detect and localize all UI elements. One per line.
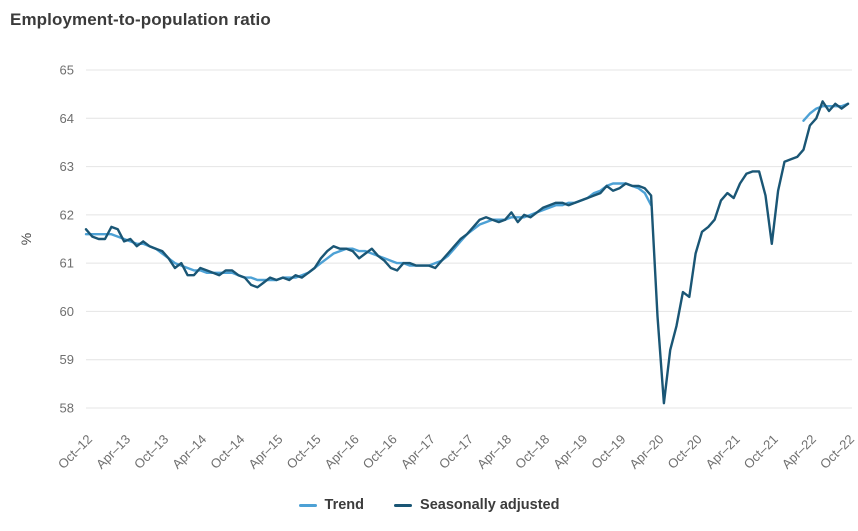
x-tick-label: Apr–17 (398, 432, 438, 472)
x-tick-label: Apr–22 (779, 432, 819, 472)
series-layer (84, 100, 850, 405)
legend-item-seasonally-adjusted[interactable]: Seasonally adjusted (394, 497, 559, 513)
x-tick-label: Oct–20 (664, 432, 704, 472)
x-tick-label: Oct–18 (512, 432, 552, 472)
x-tick-label: Oct–16 (360, 432, 400, 472)
x-tick-label: Apr–21 (703, 432, 743, 472)
y-tick-label: 60 (60, 304, 74, 319)
x-tick-label: Apr–14 (169, 432, 209, 472)
chart-legend: Trend Seasonally adjusted (0, 497, 858, 513)
y-axis-labels: 58 59 60 61 62 63 64 65 (60, 63, 74, 416)
x-tick-label: Apr–13 (93, 432, 133, 472)
x-axis-labels: Oct–12Apr–13Oct–13Apr–14Oct–14Apr–15Oct–… (55, 432, 857, 472)
chart-title: Employment-to-population ratio (10, 10, 271, 29)
y-axis-unit-label: % (18, 233, 34, 245)
x-tick-label: Oct–14 (207, 432, 247, 472)
x-tick-label: Oct–21 (741, 432, 781, 472)
y-tick-label: 59 (60, 352, 74, 367)
x-tick-label: Oct–19 (588, 432, 628, 472)
series-line-trend (84, 102, 850, 282)
grid-layer (86, 69, 852, 409)
x-tick-label: Oct–12 (55, 432, 95, 472)
y-tick-label: 58 (60, 401, 74, 416)
x-tick-label: Apr–20 (626, 432, 666, 472)
x-tick-label: Oct–15 (283, 432, 323, 472)
legend-label-trend: Trend (324, 497, 365, 513)
x-tick-label: Apr–18 (474, 432, 514, 472)
y-tick-label: 65 (60, 63, 74, 78)
series-line-seasonally-adjusted (84, 100, 850, 405)
x-tick-label: Oct–13 (131, 432, 171, 472)
y-tick-label: 61 (60, 256, 74, 271)
x-tick-label: Oct–22 (817, 432, 857, 472)
x-tick-label: Oct–17 (436, 432, 476, 472)
x-tick-label: Apr–16 (322, 432, 362, 472)
y-tick-label: 63 (60, 159, 74, 174)
x-tick-label: Apr–19 (550, 432, 590, 472)
seasonally-adjusted-line-swatch (394, 503, 413, 507)
trend-line-swatch (298, 503, 317, 507)
legend-item-trend[interactable]: Trend (298, 497, 365, 513)
x-tick-label: Apr–15 (245, 432, 285, 472)
legend-label-seasonally-adjusted: Seasonally adjusted (420, 497, 560, 513)
y-tick-label: 64 (60, 111, 74, 126)
y-tick-label: 62 (60, 207, 74, 222)
